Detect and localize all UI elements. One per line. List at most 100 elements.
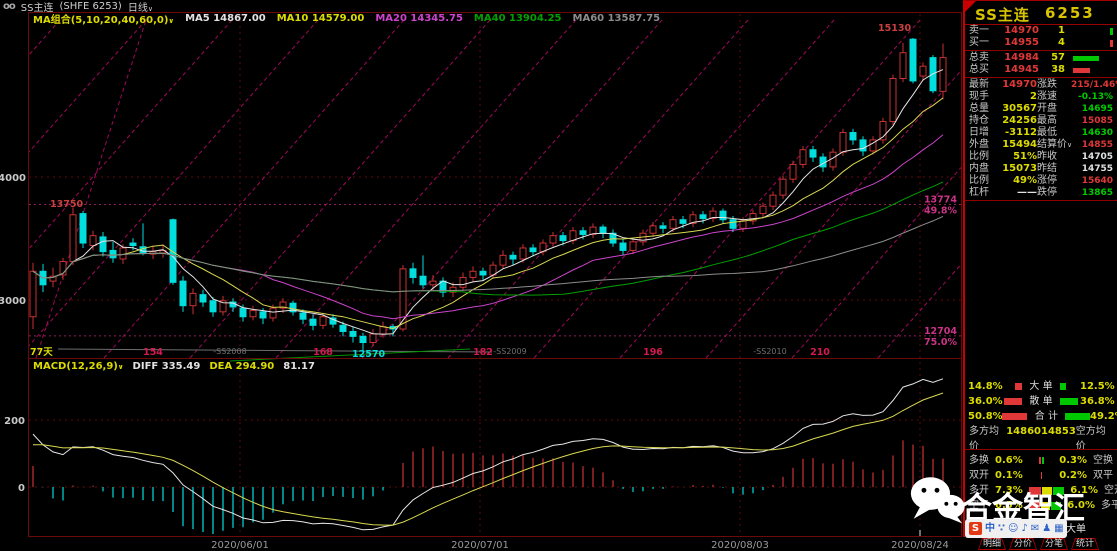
candles xyxy=(29,37,947,353)
chart-label: 13000 xyxy=(0,296,26,307)
stat-row: 比例 49% 涨停 15640 xyxy=(969,175,1113,186)
chart-label: 154 xyxy=(143,347,163,358)
chart-label: -SS2008 xyxy=(213,347,246,356)
chart-label: 2020/08/03 xyxy=(711,540,769,551)
chart-header: oo SS主连 (SHFE 6253) 日线∨ xyxy=(3,1,153,14)
chart-label: 13774 xyxy=(924,195,957,206)
exchange-code: (SHFE 6253) xyxy=(59,1,122,12)
flow-bar xyxy=(1041,501,1050,510)
chart-label: 168 xyxy=(313,347,333,358)
position-flow-section: 多换 0.6% 0.3% 空换 双开 0.1% 0.2% 双平 多开 7.3% 6.1% 空… xyxy=(965,449,1117,513)
total-bid-bar xyxy=(1073,67,1090,73)
flow-row: 多开7.3% 6.1%空开 xyxy=(969,485,1117,496)
ma40-value: MA40 13904.25 xyxy=(473,13,562,24)
avg-price-row: 多方均价 14860 14853 空方均价 xyxy=(969,426,1106,452)
total-order-row: 50.8% 合 计 49.2% xyxy=(968,411,1117,422)
chevron-down-icon: ∨ xyxy=(147,5,153,13)
chart-label: -SS2009 xyxy=(493,347,526,356)
chart-label: 0 xyxy=(18,483,25,494)
retail-short-bar xyxy=(1060,398,1079,405)
stat-row: 日增 -3112 最低 14630 xyxy=(969,127,1113,138)
macd-bar-value: 81.17 xyxy=(283,361,315,372)
price-chart-canvas[interactable]: 14000 13000 200 0 2020/06/01 2020/07/01 2020/0… xyxy=(0,0,963,551)
bid-row[interactable]: 买一 14955 4 xyxy=(965,37,1117,49)
dadan-label: 大单 xyxy=(1066,524,1086,535)
total-ask-bar xyxy=(1073,55,1099,61)
chart-label: 14000 xyxy=(0,173,26,184)
tab-stats[interactable]: 统计 xyxy=(1071,538,1100,550)
chart-label: 2020/06/01 xyxy=(211,540,269,551)
corner-marker-icon xyxy=(965,1,976,12)
macd-indicator-row: MACD(12,26,9)∨ DIFF 335.49 DEA 294.90 81… xyxy=(33,361,315,372)
flow-bar xyxy=(1041,457,1044,464)
total-ask-row: 总卖 14984 57 xyxy=(965,52,1117,64)
stat-row: 现手 2 涨速 -0.13% xyxy=(969,91,1113,102)
chevron-down-icon: ∨ xyxy=(117,363,124,371)
flow-row: 空平 6.5% 6.0% 多平 xyxy=(969,500,1117,511)
panel-title: SS主连 6253 xyxy=(975,4,1093,25)
macd-diff-value: DIFF 335.49 xyxy=(132,361,201,372)
flow-row: 多换 0.6% 0.3% 空换 xyxy=(969,455,1113,466)
chart-label: 13750 xyxy=(50,199,83,210)
big-order-long-bar xyxy=(1014,383,1022,390)
chart-label: 77天 xyxy=(30,347,53,358)
link-icon: oo xyxy=(3,1,16,12)
panel-code: 6253 xyxy=(1045,4,1095,22)
flow-row: 双开 0.1% 0.2% 双平 xyxy=(969,470,1113,481)
flow-bar xyxy=(1029,501,1040,510)
tab-detail[interactable]: 明细 xyxy=(978,538,1007,550)
chart-label: 15130 xyxy=(878,23,911,34)
gann-fan xyxy=(29,19,961,358)
chevron-down-icon: ∨ xyxy=(168,17,175,25)
flow-bar xyxy=(1051,501,1061,510)
chart-label: 12570 xyxy=(352,349,385,360)
ask-volume-bar xyxy=(1110,27,1113,35)
chart-label: 2020/08/24 xyxy=(891,540,949,551)
chart-label: 75.0% xyxy=(924,337,957,348)
period-selector[interactable]: 日线∨ xyxy=(127,3,153,14)
panel-symbol: SS主连 xyxy=(975,6,1030,24)
chart-frame xyxy=(28,12,962,537)
symbol-name[interactable]: SS主连 xyxy=(20,3,54,14)
stat-row-settle[interactable]: 外盘 15494 结算价∨ 14855 xyxy=(969,139,1113,150)
stat-row: 总量 30567 开盘 14695 xyxy=(969,103,1113,114)
stat-row: 内盘 15073 昨结 14755 xyxy=(969,163,1113,174)
flow-bar xyxy=(1038,457,1041,464)
ma5-value: MA5 14867.00 xyxy=(185,13,266,24)
flow-bar xyxy=(1042,486,1052,495)
ma-indicator-row: MA组合(5,10,20,40,60,0)∨ MA5 14867.00 MA10… xyxy=(33,13,660,26)
chart-label: 12704 xyxy=(924,326,957,337)
chart-label: 49.8% xyxy=(924,206,957,217)
macd-pane xyxy=(32,378,944,534)
flow-bar xyxy=(1029,486,1041,495)
ask-row[interactable]: 卖一 14970 1 xyxy=(965,25,1117,37)
total-short-bar xyxy=(1065,413,1090,420)
ma10-value: MA10 14579.00 xyxy=(276,13,365,24)
ma20-value: MA20 14345.75 xyxy=(375,13,463,24)
stat-row: 比例 51% 昨收 14705 xyxy=(969,151,1113,162)
total-long-bar xyxy=(1002,413,1028,420)
chart-label: 210 xyxy=(810,347,830,358)
flow-bar xyxy=(1040,472,1042,479)
macd-selector[interactable]: MACD(12,26,9)∨ xyxy=(33,361,124,372)
tab-price-dist[interactable]: 分价 xyxy=(1009,538,1038,550)
chart-label: 182 xyxy=(473,347,493,358)
flow-bar xyxy=(1053,486,1064,495)
big-order-short-bar xyxy=(1060,383,1067,390)
ma-lines xyxy=(32,69,944,335)
retail-long-bar xyxy=(1004,398,1022,405)
ma-combo-selector[interactable]: MA组合(5,10,20,40,60,0)∨ xyxy=(33,15,175,26)
chart-label: 200 xyxy=(4,416,25,427)
order-size-section: 14.8% 大 单 12.5% 36.0% 散 单 36.8% 50.8% 合 … xyxy=(965,379,1117,452)
big-order-row: 14.8% 大 单 12.5% xyxy=(968,381,1115,392)
stat-row: 杠杆 —— 跌停 13865 xyxy=(969,187,1113,198)
tab-tick[interactable]: 分笔 xyxy=(1040,538,1069,550)
retail-order-row: 36.0% 散 单 36.8% xyxy=(968,396,1115,407)
macd-dea-value: DEA 294.90 xyxy=(209,361,275,372)
bid-volume-bar xyxy=(1110,39,1113,47)
quote-panel: SS主连 6253 卖一 14970 1 买一 14955 4 总卖 14984… xyxy=(963,0,1117,537)
chart-label: 196 xyxy=(643,347,663,358)
chevron-down-icon: ∨ xyxy=(1067,141,1073,149)
